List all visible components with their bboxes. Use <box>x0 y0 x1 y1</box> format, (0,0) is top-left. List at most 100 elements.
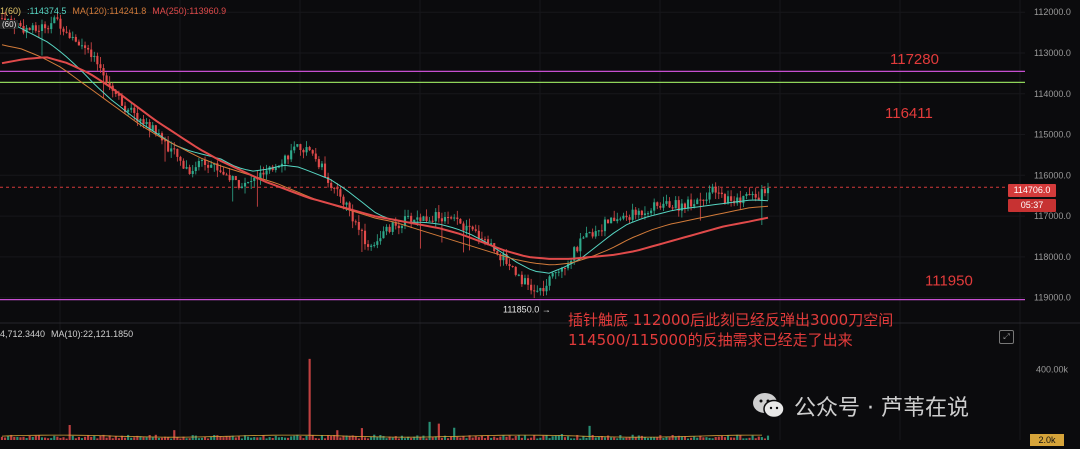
candle-body <box>496 251 499 255</box>
price-tick-label: 119000.0 <box>1034 293 1071 303</box>
candle-body <box>219 170 222 172</box>
candle-body <box>434 212 437 222</box>
volume-bar <box>299 436 302 440</box>
candle-body <box>105 75 108 83</box>
candle-body <box>323 163 327 177</box>
candle-body <box>293 146 296 151</box>
volume-bar <box>167 437 170 440</box>
candle-body <box>554 272 557 274</box>
candle-body <box>683 203 687 208</box>
volume-tick-label: 400.00k <box>1036 365 1069 375</box>
volume-bar <box>114 436 117 440</box>
volume-bar <box>16 436 19 440</box>
volume-bar <box>539 437 542 440</box>
volume-bar <box>50 438 53 440</box>
volume-bar <box>363 437 367 440</box>
volume-bar <box>431 437 434 440</box>
volume-bar <box>74 438 77 440</box>
volume-bar <box>105 437 108 440</box>
volume-bar <box>628 437 631 440</box>
candle-body <box>653 202 656 211</box>
candle-body <box>77 41 80 46</box>
volume-bar <box>428 421 431 440</box>
current-volume-tag: 2.0k <box>1030 434 1064 446</box>
volume-bar <box>668 437 671 440</box>
candle-body <box>539 288 542 291</box>
volume-bar <box>588 425 591 440</box>
candle-body <box>216 163 219 171</box>
candle-body <box>511 266 514 268</box>
ma250-line <box>1 56 769 260</box>
volume-bar <box>662 437 665 440</box>
volume-bar <box>283 437 287 440</box>
candle-body <box>354 221 357 223</box>
candle-body <box>400 225 403 229</box>
volume-bar <box>290 436 293 440</box>
volume-bar <box>53 435 56 440</box>
volume-bar <box>90 436 93 440</box>
volume-bar <box>170 438 173 440</box>
candle-body <box>690 199 693 207</box>
volume-bar <box>419 436 422 440</box>
volume-bar <box>213 434 216 440</box>
candle-body <box>714 186 717 193</box>
candle-body <box>102 68 105 76</box>
candle-body <box>597 230 600 232</box>
candle-body <box>127 109 130 112</box>
candle-body <box>613 217 616 222</box>
volume-bar <box>336 430 339 440</box>
candle-body <box>207 164 210 168</box>
candle-body <box>376 241 379 245</box>
volume-bar <box>370 436 373 440</box>
volume-bar <box>191 435 194 440</box>
volume-bar <box>477 437 480 440</box>
candle-body <box>385 226 388 232</box>
candle-body <box>373 244 376 246</box>
candle-body <box>173 148 176 150</box>
candle-body <box>526 278 530 285</box>
candle-body <box>47 28 50 30</box>
volume-bar <box>136 435 139 440</box>
candle-body <box>410 215 413 222</box>
candle-body <box>585 233 588 238</box>
volume-bar <box>127 434 130 440</box>
volume-bar <box>117 438 120 440</box>
volume-bar <box>163 436 167 440</box>
volume-bar <box>610 437 613 440</box>
volume-bar <box>763 438 766 440</box>
volume-bar <box>25 438 28 440</box>
volume-bar <box>108 435 111 440</box>
volume-bar <box>314 438 317 440</box>
volume-bar <box>400 435 403 440</box>
candle-body <box>462 223 465 231</box>
candle-body <box>739 197 742 204</box>
candle-body <box>760 189 763 201</box>
volume-bar <box>19 437 22 440</box>
volume-bar <box>102 434 105 440</box>
volume-bar <box>490 437 493 440</box>
volume-bar <box>480 435 483 440</box>
candle-body <box>117 93 120 96</box>
candle-body <box>751 193 754 196</box>
expand-pane-button[interactable]: ⤢ <box>999 330 1014 344</box>
candle-body <box>659 205 662 208</box>
candle-body <box>87 47 90 50</box>
candle-body <box>477 230 480 239</box>
volume-bar <box>388 436 391 440</box>
candle-body <box>606 219 610 224</box>
candle-body <box>305 147 308 153</box>
candle-body <box>68 32 71 38</box>
volume-bar <box>351 435 354 440</box>
volume-bar <box>305 435 308 440</box>
volume-bar <box>280 437 284 440</box>
volume-bar <box>157 437 160 440</box>
volume-bar <box>56 436 59 440</box>
volume-bar <box>47 438 50 440</box>
volume-bar <box>354 436 357 440</box>
volume-bar <box>754 438 757 440</box>
candle-body <box>222 171 225 175</box>
volume-bar <box>517 434 520 440</box>
candle-body <box>437 212 440 219</box>
volume-bar <box>643 437 647 440</box>
